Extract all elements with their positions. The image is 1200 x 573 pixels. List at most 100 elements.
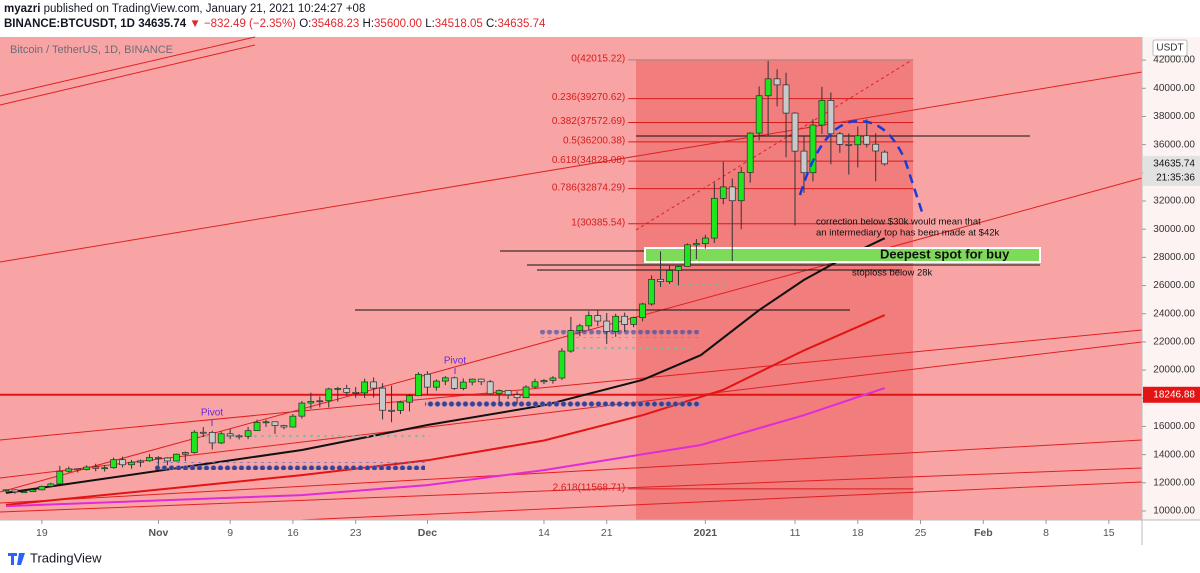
candle-body [217, 433, 225, 444]
candle-body [818, 100, 826, 126]
fib-label: 0.382(37572.69) [552, 116, 625, 127]
candle-body [486, 381, 494, 395]
candle-body [728, 186, 736, 202]
x-tick-label: Feb [974, 527, 993, 539]
x-tick-label: 21 [601, 527, 613, 539]
c-value: 34635.74 [497, 18, 546, 30]
x-tick-label: 15 [1103, 527, 1115, 539]
candle-body [406, 395, 413, 403]
candle-body [433, 380, 440, 388]
dot-row [425, 401, 701, 409]
y-tick-label: 26000.00 [1153, 280, 1195, 291]
c-key: C: [485, 18, 498, 30]
trend-line [0, 329, 1143, 441]
candle-body [710, 197, 718, 239]
candle-body [737, 172, 745, 202]
x-tick-label: 14 [538, 527, 550, 539]
x-tick-label: 18 [852, 527, 864, 539]
candle-body [262, 421, 270, 424]
arrow: ▼ [189, 18, 201, 30]
dot-row [650, 284, 730, 292]
buy-zone-label: Deepest spot for buy [880, 246, 1010, 261]
stoploss-note: stoploss below 28k [852, 268, 933, 279]
candles [2, 60, 889, 494]
candle-body [253, 422, 261, 432]
time-axis [0, 520, 1200, 545]
candle-body [477, 378, 485, 383]
x-tick-label: 11 [790, 527, 801, 539]
candle-body [83, 466, 91, 470]
candle-body [827, 100, 835, 135]
candle-body [836, 133, 844, 145]
candle-body [441, 377, 449, 382]
last-price: 34635.74 [1153, 159, 1195, 170]
candle-body [639, 303, 646, 318]
chart-title: Bitcoin / TetherUS, 1D, BINANCE [10, 44, 173, 56]
annotations: correction below $30k would mean thatan … [201, 217, 1010, 426]
symbol: BINANCE:BTCUSDT, 1D [4, 18, 135, 30]
candle-body [388, 409, 395, 412]
candle-body [181, 452, 189, 455]
trend-line [299, 481, 1143, 521]
candle-body [101, 467, 108, 470]
fib-label: 0.5(36200.38) [563, 135, 625, 146]
x-tick-label: 25 [915, 527, 927, 539]
candle-body [495, 390, 503, 395]
candle-body [872, 143, 880, 152]
candle-body [648, 278, 655, 305]
candle-body [119, 459, 126, 466]
candle-body [845, 144, 853, 146]
o-value: 35468.23 [311, 18, 360, 30]
candle-body [226, 433, 234, 437]
fib-label: 0(42015.22) [571, 54, 625, 65]
candle-body [558, 350, 566, 379]
brand: TradingView [30, 550, 102, 565]
candle-body [190, 431, 198, 453]
h-key: H: [362, 18, 375, 30]
fib-label: 0.618(34828.08) [552, 155, 625, 166]
fib-label: 0.786(32874.29) [552, 182, 625, 193]
dot-row [155, 462, 425, 470]
trend-line [0, 467, 1143, 513]
fib-label: 1(30385.54) [571, 217, 625, 228]
y-tick-label: 36000.00 [1153, 139, 1195, 150]
candle-body [280, 425, 288, 428]
y-tick-label: 42000.00 [1153, 55, 1195, 66]
candle-body [800, 150, 808, 174]
candle-body [397, 401, 404, 411]
candle-body [74, 468, 82, 471]
last-price-tag [1143, 155, 1200, 186]
candle-body [854, 135, 862, 146]
candle-body [56, 470, 64, 485]
candle-body [29, 489, 37, 493]
candle-body [531, 381, 539, 388]
candle-body [146, 457, 153, 462]
buy-zone [644, 247, 1041, 263]
candle-body [809, 124, 817, 174]
h-value: 35600.00 [374, 18, 422, 30]
candle-body [450, 377, 458, 389]
candle-body [370, 381, 377, 389]
candle-body [468, 378, 476, 383]
candle-body [675, 266, 682, 271]
pivot-label: Pivot [444, 356, 466, 367]
candle-body [693, 243, 700, 246]
y-tick-label: 24000.00 [1153, 308, 1195, 319]
candle-body [863, 135, 871, 145]
trend-line [0, 71, 1143, 263]
candle-body [334, 388, 342, 390]
candle-body [289, 415, 297, 428]
candle-body [92, 466, 100, 469]
candle-body [764, 78, 772, 97]
candle-body [540, 380, 548, 383]
pivot-label: Pivot [201, 408, 223, 419]
x-tick-label: 2021 [694, 527, 718, 539]
candle-body [567, 330, 575, 352]
footer [0, 545, 1200, 573]
candle-body [325, 388, 333, 402]
candle-body [684, 244, 691, 267]
unit: USDT [1156, 43, 1183, 54]
note-line: correction below $30k would mean that [816, 217, 981, 228]
price-axis [1142, 37, 1200, 520]
